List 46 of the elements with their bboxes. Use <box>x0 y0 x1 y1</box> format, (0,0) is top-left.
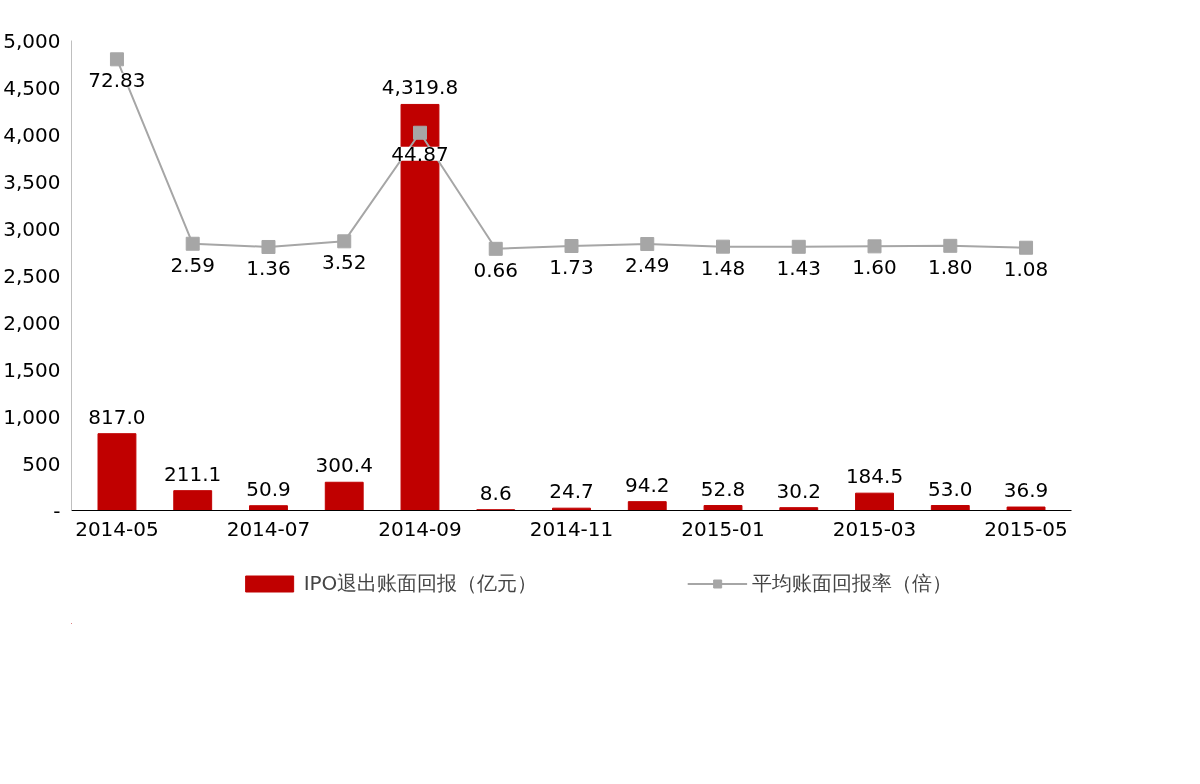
y-tick-label: - <box>53 498 61 523</box>
data-label: 53.0 <box>928 476 973 501</box>
x-tick-label: 2014-07 <box>226 516 311 541</box>
data-label: 50.9 <box>246 476 291 501</box>
data-label: 52.8 <box>700 476 746 501</box>
data-label: 94.2 <box>624 472 670 497</box>
legend-label: 平均账面回报率（倍） <box>752 569 953 597</box>
data-label: 184.5 <box>845 464 904 489</box>
y-tick-label: 4,000 <box>3 122 61 147</box>
y-tick-label: 5,000 <box>3 28 61 53</box>
data-label: 2.59 <box>170 252 215 277</box>
data-label: 4,319.8 <box>381 75 459 100</box>
data-label: 1.80 <box>928 254 973 279</box>
y-tick-label: 1,500 <box>3 357 61 382</box>
data-label: 817.0 <box>88 404 146 429</box>
data-label: 72.83 <box>88 68 146 93</box>
data-label: 1.43 <box>776 255 822 280</box>
data-label: 1.08 <box>1003 256 1049 281</box>
y-tick-label: 500 <box>22 451 61 476</box>
x-tick-label: 2014-05 <box>75 516 159 541</box>
data-label: 24.7 <box>549 479 594 504</box>
x-tick-label: 2015-05 <box>984 516 1068 541</box>
data-label: 3.52 <box>321 250 367 275</box>
x-tick-label: 2014-09 <box>378 516 462 541</box>
x-tick-label: 2015-03 <box>832 516 917 541</box>
data-label: 1.73 <box>549 255 594 280</box>
data-label: 211.1 <box>164 461 222 486</box>
data-label: 300.4 <box>315 453 373 478</box>
y-tick-label: 4,500 <box>3 75 61 100</box>
x-tick-label: 2015-01 <box>681 516 765 541</box>
y-tick-label: 1,000 <box>3 404 61 429</box>
data-label: 1.60 <box>852 255 897 280</box>
data-label: 0.66 <box>473 257 519 282</box>
data-label: 44.87 <box>391 141 449 166</box>
data-label: 1.36 <box>246 255 291 280</box>
y-tick-label: 3,500 <box>3 169 61 194</box>
x-tick-label: 2014-11 <box>529 516 614 541</box>
data-label: 1.48 <box>700 255 746 280</box>
legend-label: IPO退出账面回报（亿元） <box>303 569 538 597</box>
y-tick-label: 2,500 <box>3 263 61 288</box>
data-label: 8.6 <box>479 480 512 505</box>
data-label: 36.9 <box>1003 478 1049 503</box>
y-tick-label: 3,000 <box>3 216 61 241</box>
data-label: 2.49 <box>624 253 670 278</box>
data-label: 30.2 <box>776 478 822 503</box>
y-tick-label: 2,000 <box>3 310 61 335</box>
